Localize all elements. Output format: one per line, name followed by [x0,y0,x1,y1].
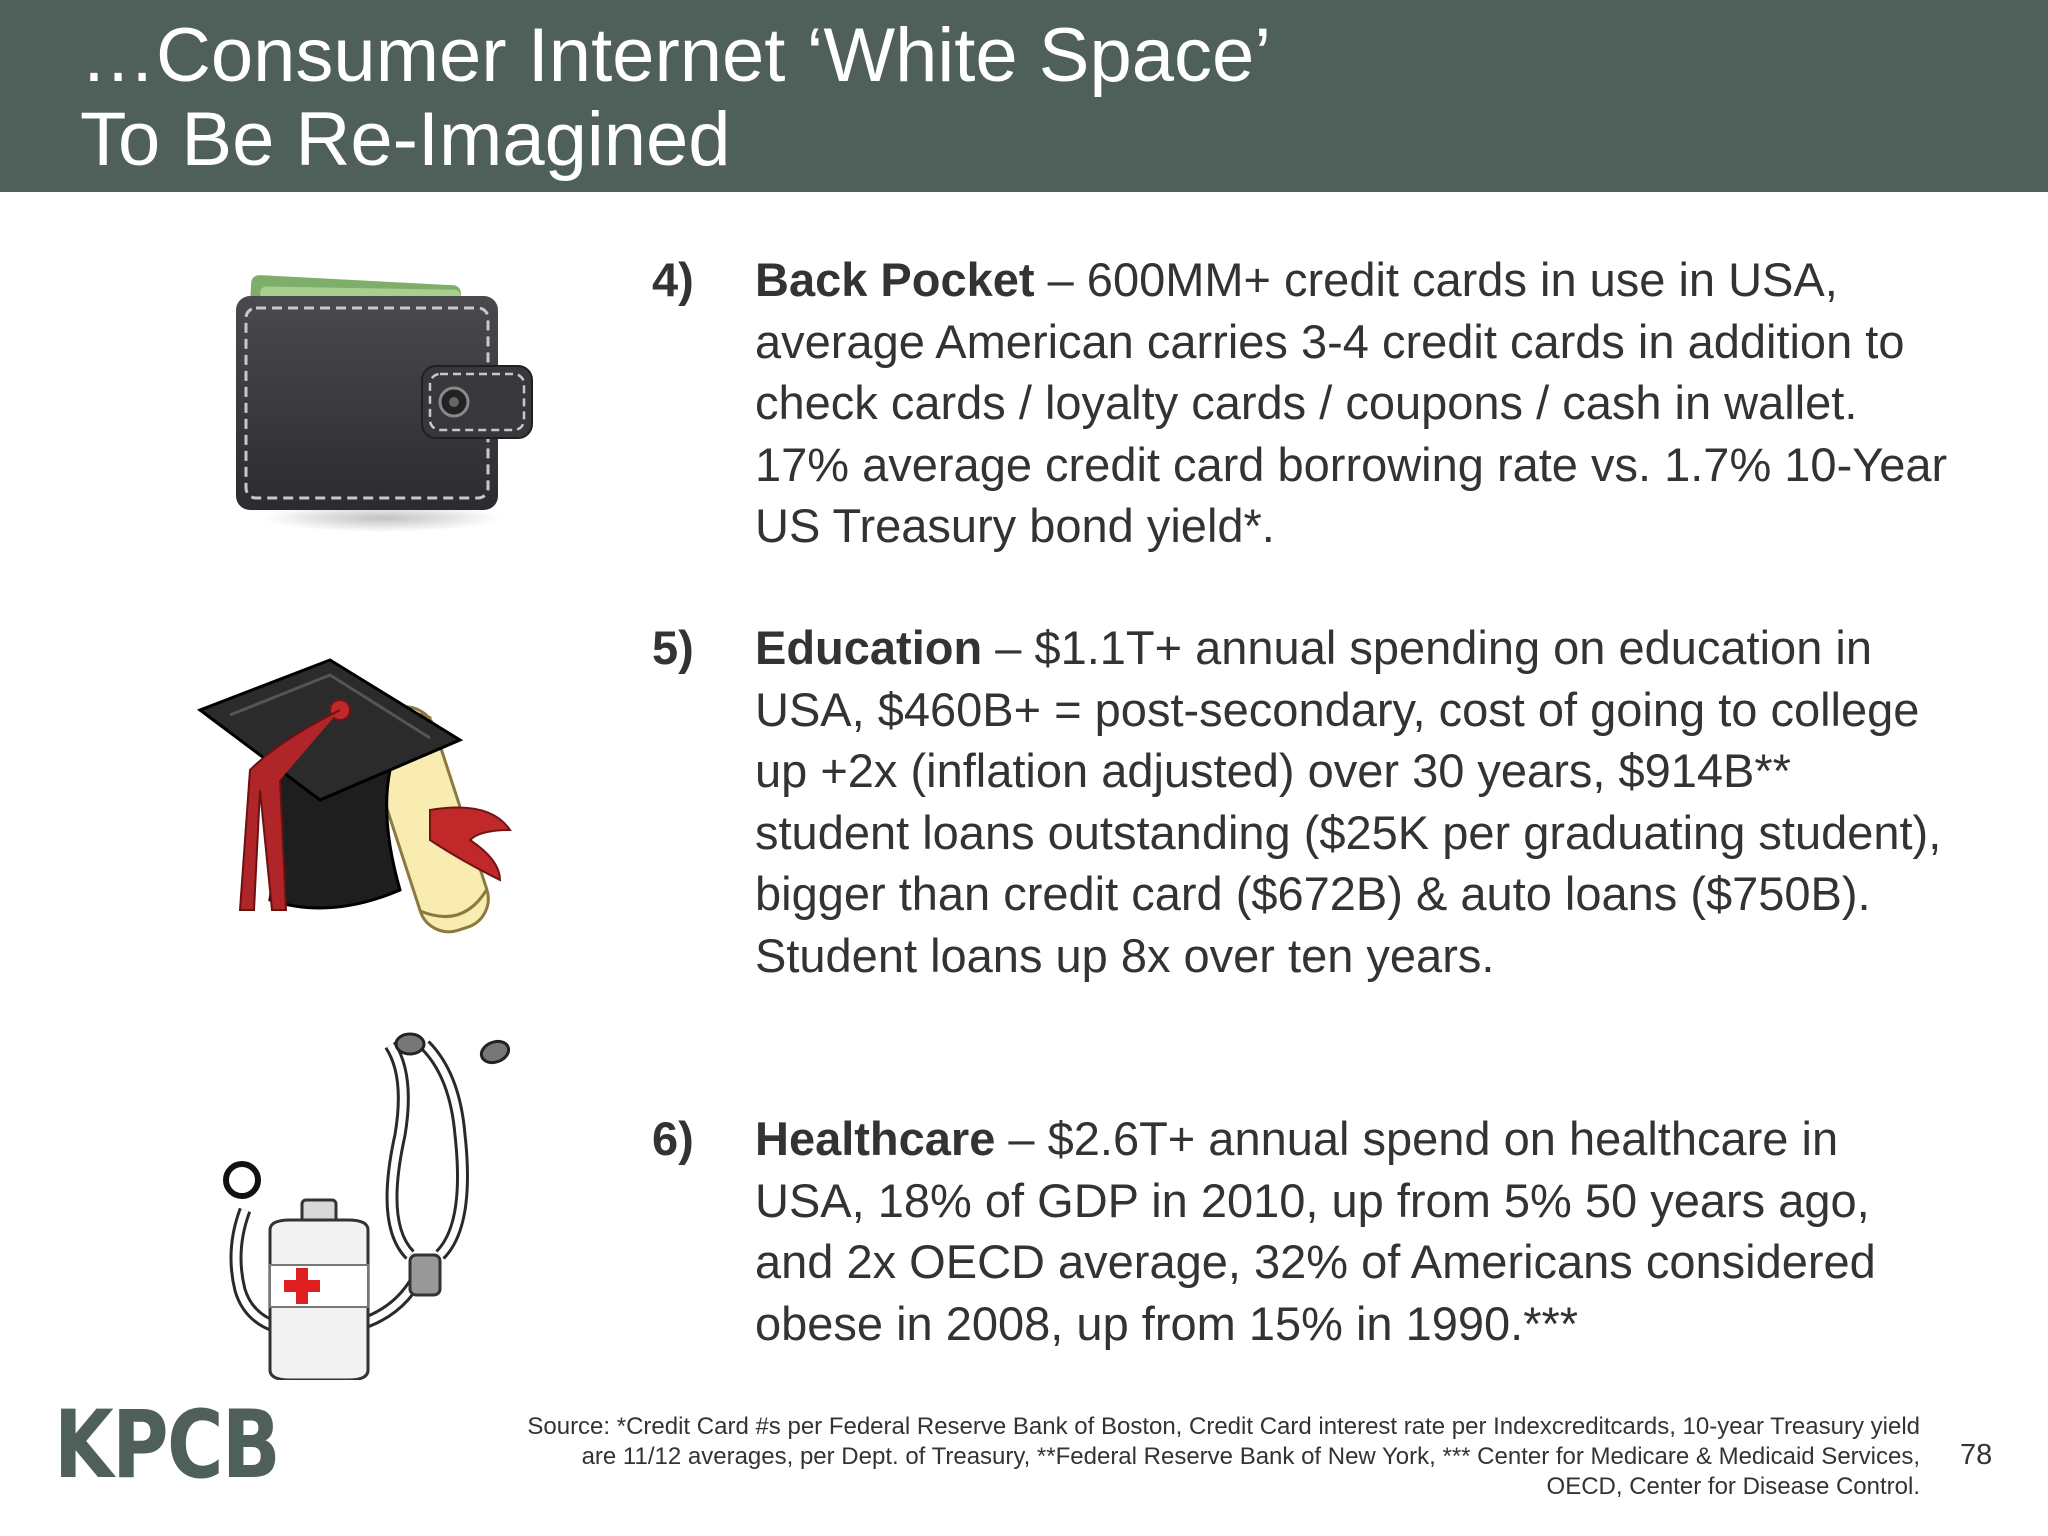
item-lead: Back Pocket [755,253,1035,306]
item-lead: Healthcare [755,1112,996,1165]
item-lead: Education [755,621,983,674]
item-description: – $2.6T+ annual spend on healthcare in U… [755,1112,1876,1350]
source-note: Source: *Credit Card #s per Federal Rese… [320,1412,1920,1502]
item-text: Healthcare – $2.6T+ annual spend on heal… [755,1108,1955,1354]
item-description: – $1.1T+ annual spending on education in… [755,621,1942,982]
item-number: 5) [652,621,694,674]
slide-title-line-1: …Consumer Internet ‘White Space’ [80,13,1272,98]
source-line-2: are 11/12 averages, per Dept. of Treasur… [581,1443,1920,1470]
kpcb-logo: KPCB [54,1391,281,1500]
title-bar: …Consumer Internet ‘White Space’ To Be R… [0,0,2048,192]
item-number: 4) [652,253,694,306]
item-description: – 600MM+ credit cards in use in USA, ave… [755,253,1948,552]
item-number: 6) [652,1112,694,1165]
page-number: 78 [1960,1439,1993,1471]
item-text: Education – $1.1T+ annual spending on ed… [755,617,1955,986]
source-line-3: OECD, Center for Disease Control. [1546,1473,1920,1500]
slide-title: …Consumer Internet ‘White Space’ To Be R… [80,14,1271,182]
source-line-1: Source: *Credit Card #s per Federal Rese… [527,1413,1920,1440]
stethoscope-icon [223,1032,511,1380]
wallet-icon [236,275,533,532]
item-text: Back Pocket – 600MM+ credit cards in use… [755,249,1955,557]
graduation-cap-icon [196,658,512,934]
slide-title-line-2: To Be Re-Imagined [80,97,731,182]
